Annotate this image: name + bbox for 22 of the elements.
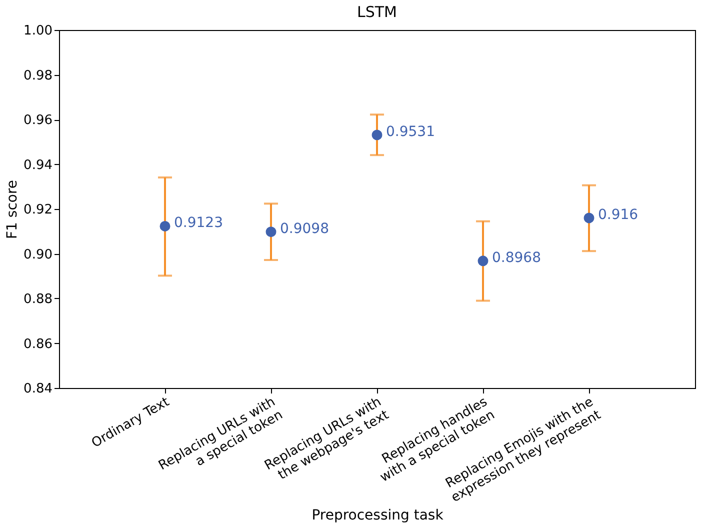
y-tick-label: 0.90	[24, 247, 52, 262]
y-tick-label: 0.84	[24, 382, 52, 396]
data-label: 0.9531	[386, 124, 435, 140]
y-tick-label: 0.98	[24, 68, 52, 84]
data-label: 0.9123	[174, 215, 223, 232]
data-label: 0.8968	[492, 250, 541, 266]
point	[372, 130, 382, 140]
point	[266, 226, 276, 238]
y-tick-label: 0.86	[24, 336, 52, 352]
data-label: 0.916	[598, 206, 638, 223]
y-tick-label: 0.94	[24, 158, 52, 173]
y-axis-title: F1 score	[4, 180, 21, 240]
y-tick-label: 0.88	[24, 292, 52, 307]
point	[160, 220, 170, 232]
y-tick-label: 0.92	[24, 202, 52, 218]
point	[478, 256, 488, 266]
y-tick-label: 1.00	[24, 24, 52, 38]
point	[584, 212, 594, 224]
x-axis-title: Preprocessing task	[312, 508, 444, 524]
y-tick-label: 0.96	[24, 113, 52, 128]
chart-title: LSTM	[357, 3, 397, 21]
data-label: 0.9098	[280, 220, 329, 237]
